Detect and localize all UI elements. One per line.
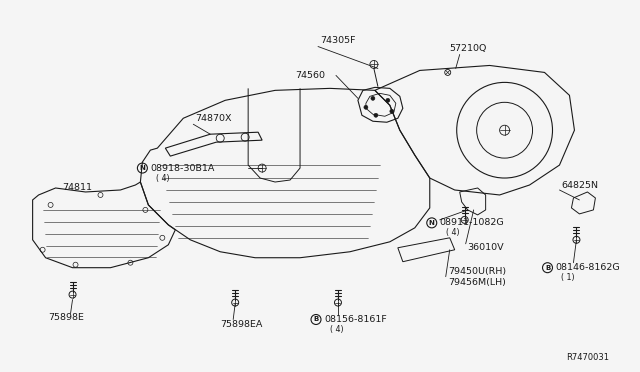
Text: 08911-1082G: 08911-1082G: [440, 218, 504, 227]
Text: 74560: 74560: [295, 71, 325, 80]
Text: 74305F: 74305F: [320, 36, 355, 45]
Text: 08156-8161F: 08156-8161F: [324, 315, 387, 324]
Text: 75898EA: 75898EA: [220, 320, 262, 329]
Text: 74870X: 74870X: [195, 114, 232, 123]
Text: N: N: [429, 220, 435, 226]
Text: 08918-30B1A: 08918-30B1A: [150, 164, 215, 173]
Circle shape: [390, 109, 394, 113]
Text: 75898E: 75898E: [49, 313, 84, 322]
Text: R7470031: R7470031: [566, 353, 609, 362]
Text: B: B: [314, 317, 319, 323]
Text: ( 4): ( 4): [445, 228, 460, 237]
Text: 36010V: 36010V: [468, 243, 504, 252]
Text: 79450U(RH): 79450U(RH): [448, 267, 506, 276]
Circle shape: [364, 105, 368, 109]
Circle shape: [374, 113, 378, 117]
Text: 64825N: 64825N: [561, 180, 598, 189]
Text: ( 1): ( 1): [561, 273, 575, 282]
Text: 79456M(LH): 79456M(LH): [448, 278, 506, 287]
Circle shape: [371, 96, 375, 100]
Text: B: B: [545, 265, 550, 271]
Text: 74811: 74811: [63, 183, 93, 192]
Text: N: N: [140, 165, 145, 171]
Text: 57210Q: 57210Q: [450, 44, 487, 53]
Text: ( 4): ( 4): [156, 173, 170, 183]
Text: 08146-8162G: 08146-8162G: [556, 263, 620, 272]
Circle shape: [386, 98, 390, 102]
Text: ( 4): ( 4): [330, 325, 344, 334]
